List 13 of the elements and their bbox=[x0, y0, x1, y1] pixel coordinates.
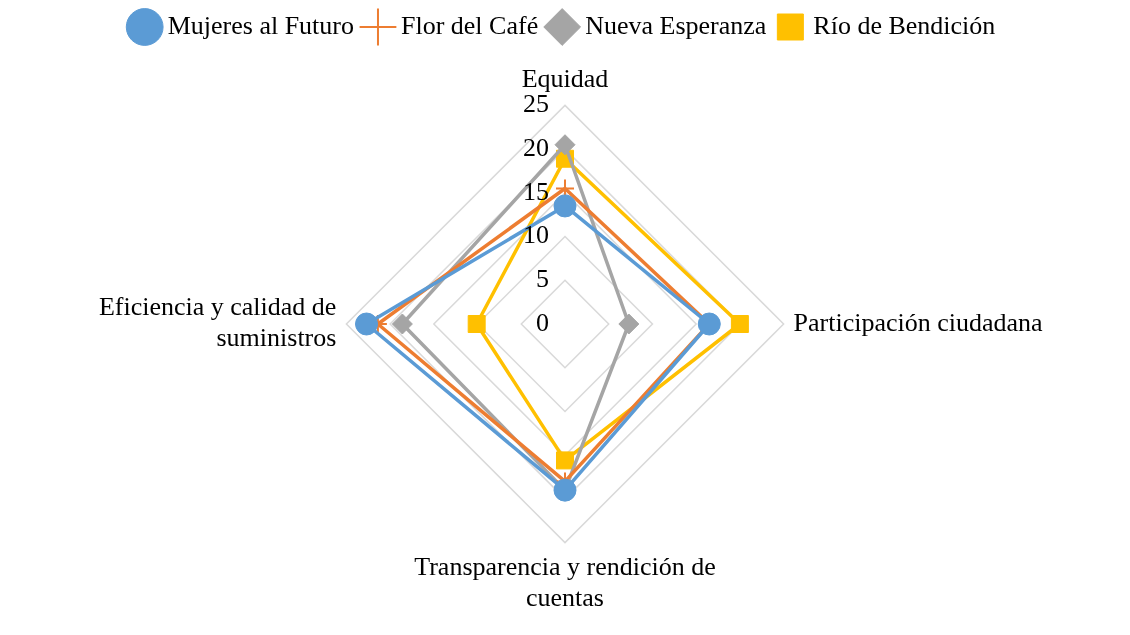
legend-label: Mujeres al Futuro bbox=[167, 10, 354, 40]
legend-label: Nueva Esperanza bbox=[585, 10, 767, 40]
y-tick-label: 15 bbox=[523, 176, 549, 206]
y-tick-label: 0 bbox=[536, 307, 549, 337]
legend-label: Flor del Café bbox=[400, 10, 539, 40]
spoke-label: Eficiencia y calidad de suministros bbox=[98, 292, 337, 353]
spoke-label: Equidad bbox=[521, 63, 609, 93]
legend-label: Río de Bendición bbox=[813, 10, 996, 40]
spoke-label: Transparencia y rendición de cuentas bbox=[414, 552, 716, 613]
y-tick-label: 5 bbox=[536, 264, 549, 294]
spoke-label: Participación ciudadana bbox=[793, 307, 1044, 337]
y-tick-label: 20 bbox=[523, 132, 549, 162]
y-tick-label: 10 bbox=[523, 220, 549, 250]
